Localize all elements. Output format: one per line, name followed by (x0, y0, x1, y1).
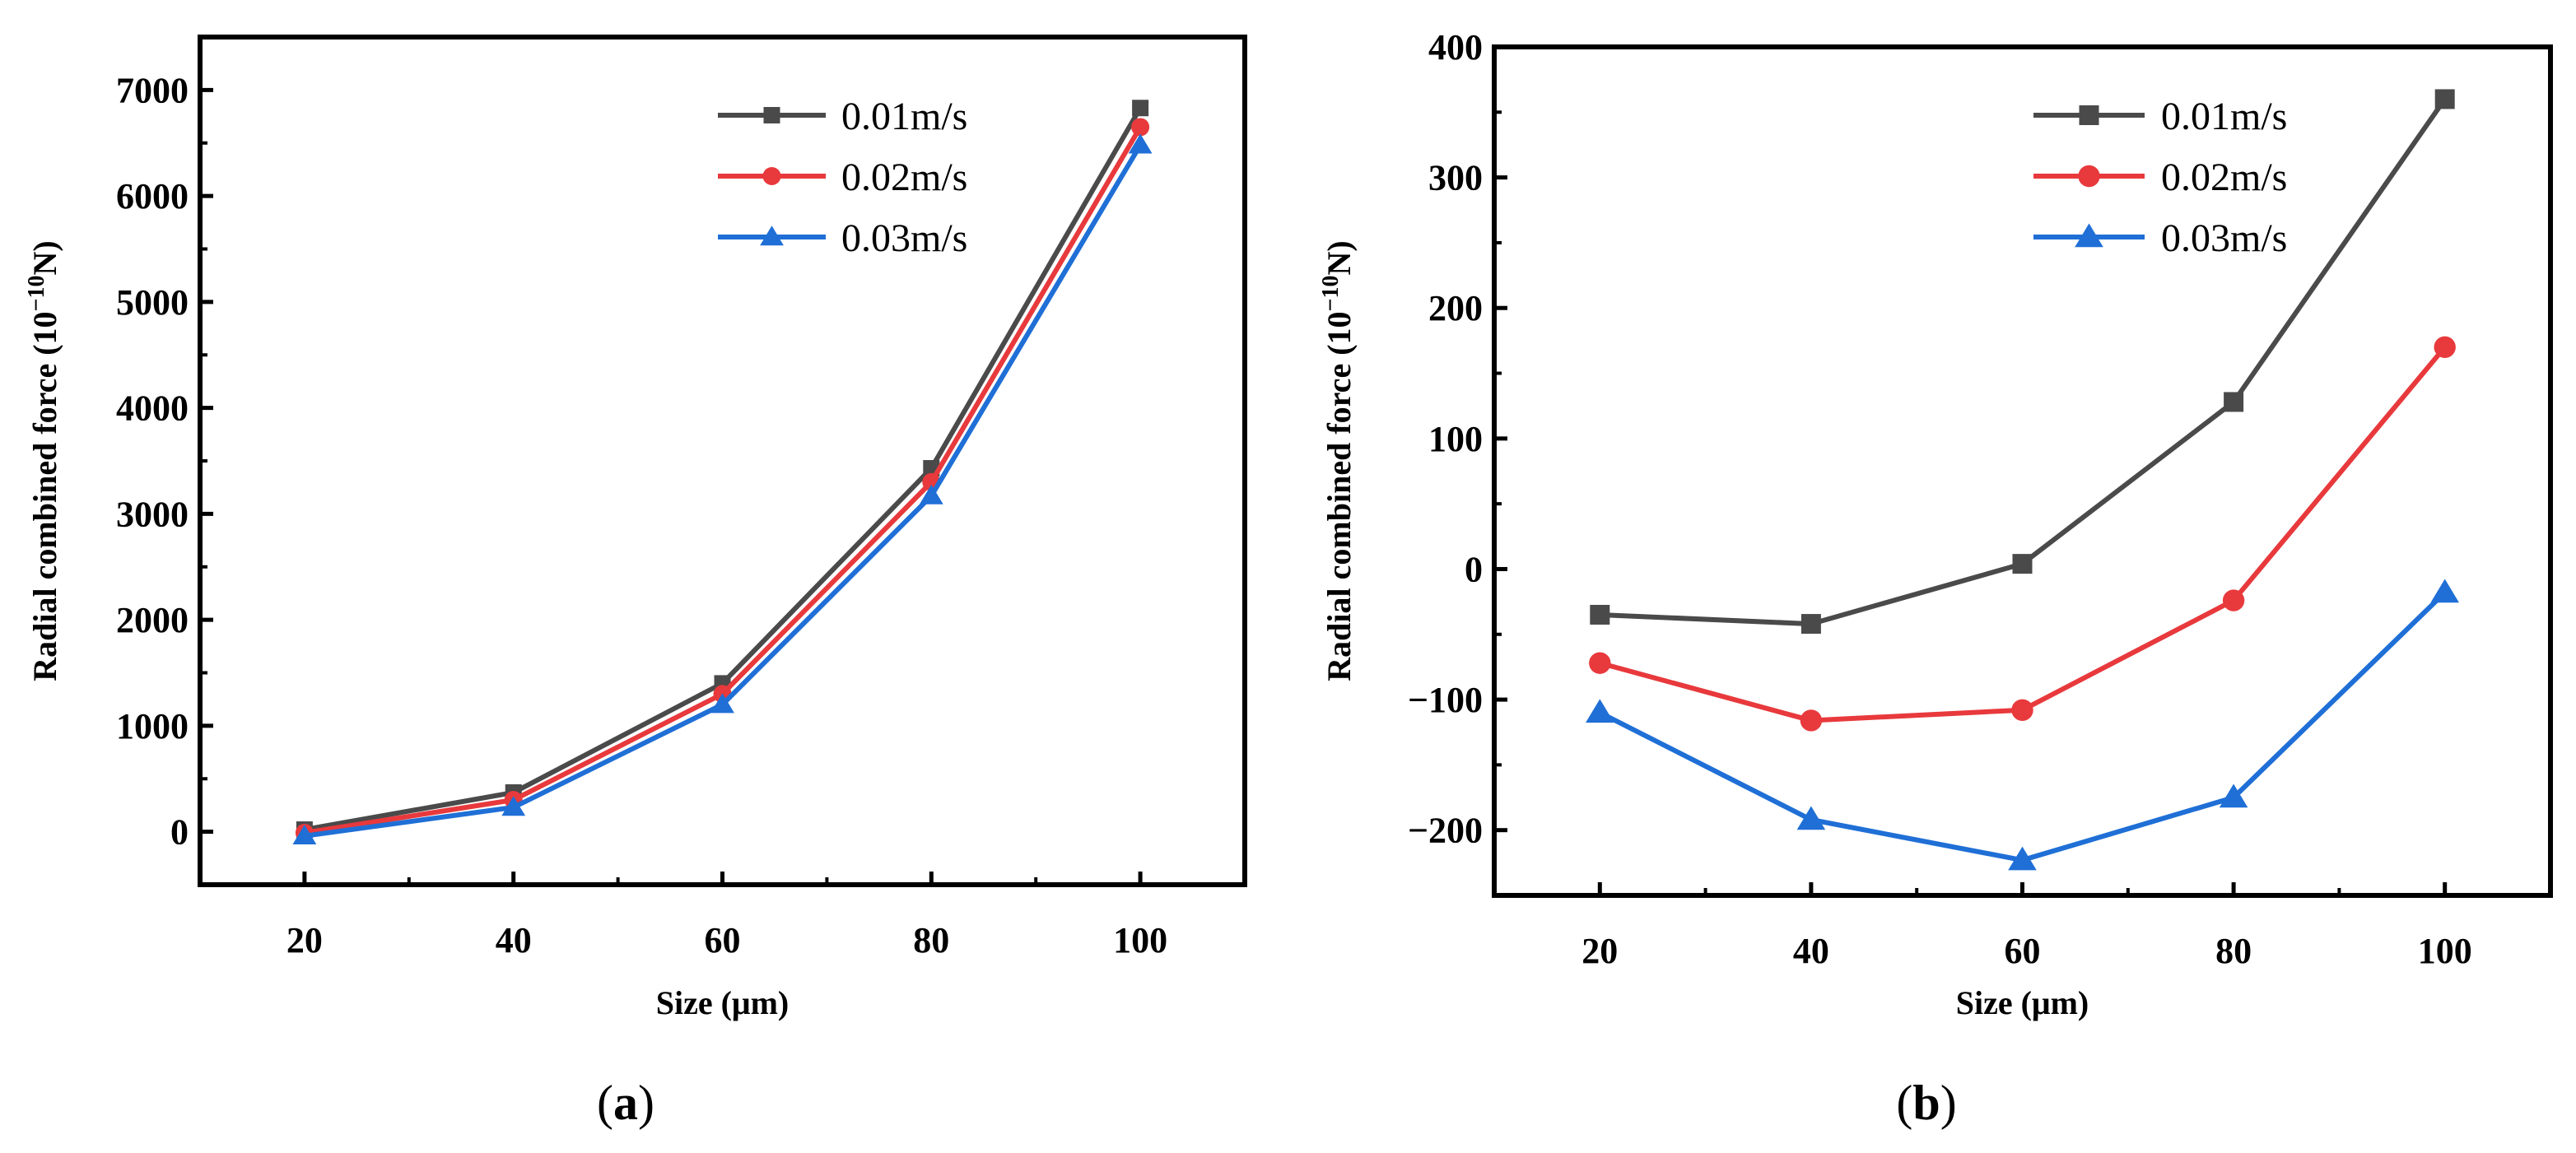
y-tick-label: 1000 (116, 706, 189, 746)
legend-marker (2078, 165, 2100, 188)
data-point (1796, 806, 1826, 830)
caption-open: ( (1896, 1076, 1912, 1130)
panel-caption: (a) (597, 1076, 654, 1130)
caption-close: ) (638, 1076, 654, 1130)
legend-marker (760, 225, 784, 246)
y-tick-label: −100 (1408, 680, 1483, 720)
series-triangle (1586, 579, 2459, 871)
y-tick-label: 0 (1465, 549, 1483, 589)
y-tick-label: 7000 (116, 70, 189, 110)
data-point (919, 484, 943, 504)
series-line (304, 106, 1143, 833)
data-point (1800, 709, 1823, 732)
data-point (2434, 89, 2455, 109)
data-point (1586, 699, 1614, 723)
y-tick-label: 5000 (116, 282, 189, 323)
x-tick-label: 80 (913, 920, 949, 960)
y-tick-label: −200 (1408, 811, 1483, 851)
data-point (292, 824, 317, 844)
x-axis-label: Size (μm) (656, 984, 790, 1021)
data-point (2219, 783, 2248, 808)
data-point (2224, 392, 2244, 412)
y-tick-label: 0 (170, 812, 189, 853)
legend-label: 0.03m/s (2161, 216, 2287, 260)
series-line (1599, 345, 2448, 723)
data-point (2011, 699, 2033, 721)
x-tick-label: 100 (1113, 920, 1167, 960)
data-point (1128, 133, 1153, 154)
series-line (1600, 97, 2448, 627)
y-tick-label: 400 (1428, 27, 1483, 67)
data-point (2430, 579, 2459, 603)
y-axis-label-exponent: −10 (1318, 276, 1344, 312)
y-tick-label: 100 (1428, 419, 1483, 459)
data-point (501, 796, 526, 816)
caption-open: ( (597, 1076, 613, 1130)
series-circle (1589, 336, 2456, 732)
legend-label: 0.01m/s (2161, 95, 2287, 138)
series-triangle (292, 133, 1153, 844)
y-tick-label: 300 (1428, 158, 1483, 198)
y-axis-label-suffix: N) (26, 240, 63, 275)
data-point (1590, 604, 1610, 625)
data-point (1131, 118, 1150, 137)
series-line (304, 125, 1143, 835)
legend-label: 0.02m/s (841, 156, 967, 199)
data-point (2012, 554, 2033, 574)
y-tick-label: 3000 (116, 494, 189, 534)
legend-marker (762, 167, 781, 185)
series-circle (295, 118, 1150, 842)
legend-label: 0.03m/s (841, 216, 967, 260)
data-point (1800, 614, 1821, 635)
y-axis-label-prefix: Radial combined force (10 (26, 311, 63, 681)
y-axis-label-exponent: −10 (24, 276, 49, 312)
y-tick-label: 2000 (116, 600, 189, 640)
legend-marker (763, 107, 780, 123)
caption-close: ) (1940, 1076, 1957, 1130)
legend-label: 0.01m/s (841, 95, 967, 138)
series-square (296, 100, 1149, 839)
y-axis-label: Radial combined force (10−10N) (24, 240, 64, 681)
data-point (1589, 652, 1611, 674)
data-point (2434, 336, 2456, 359)
x-tick-label: 80 (2215, 931, 2252, 971)
caption-letter: a (613, 1076, 638, 1130)
series-line (304, 143, 1143, 839)
data-point (2222, 589, 2245, 611)
caption-letter: b (1912, 1076, 1940, 1130)
y-axis-label-suffix: N) (1321, 240, 1358, 275)
panel-caption: (b) (1896, 1076, 1956, 1130)
x-tick-label: 40 (1793, 931, 1829, 971)
y-tick-label: 4000 (116, 388, 189, 429)
y-axis-label: Radial combined force (10−10N) (1318, 240, 1358, 681)
x-axis-label: Size (μm) (1956, 984, 2089, 1021)
data-point (710, 693, 734, 714)
series-square (1590, 89, 2455, 635)
plot-frame (198, 35, 1247, 887)
y-axis-label-prefix: Radial combined force (10 (1321, 311, 1358, 681)
y-tick-label: 200 (1428, 288, 1483, 328)
legend-marker (2075, 223, 2103, 248)
x-tick-label: 20 (1581, 931, 1618, 971)
x-tick-label: 60 (705, 920, 741, 960)
x-tick-label: 100 (2418, 931, 2472, 971)
data-point (1132, 100, 1149, 117)
x-tick-label: 40 (496, 920, 532, 960)
legend-label: 0.02m/s (2161, 156, 2287, 199)
x-tick-label: 20 (286, 920, 323, 960)
series-line (1598, 590, 2447, 863)
x-tick-label: 60 (2005, 931, 2041, 971)
y-tick-label: 6000 (116, 176, 189, 216)
panel-a: 20 40 60 80 10001000200030004000500060007000… (24, 35, 1247, 1130)
data-point (2008, 846, 2037, 871)
legend-marker (2079, 105, 2099, 125)
panel-b: 20 40 60 80 100 −200 −100 0 100 200 300 400 Size (μm… (1318, 27, 2553, 1130)
